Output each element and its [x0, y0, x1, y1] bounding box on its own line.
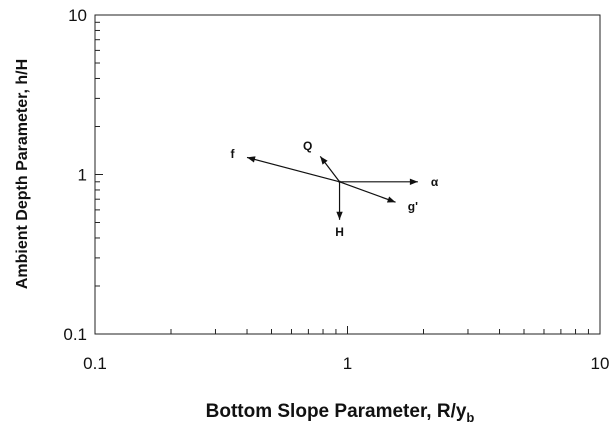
ticks — [95, 21, 589, 334]
plot-border — [94, 14, 601, 335]
vector-arrowhead — [320, 156, 328, 165]
vector-arrowhead — [409, 178, 418, 185]
x-axis-title-subscript: b — [466, 410, 474, 425]
y-tick-label: 10 — [68, 6, 87, 25]
vector-label: Q — [303, 139, 312, 153]
vector-f: f — [230, 147, 340, 183]
x-axis-title-text: Bottom Slope Parameter, R/y — [206, 401, 467, 422]
vector-line — [339, 181, 396, 203]
vector-: α — [339, 175, 439, 189]
vector-arrowhead — [336, 211, 343, 220]
vector-label: α — [431, 175, 439, 189]
vector-label: H — [335, 225, 344, 239]
vector-g: g' — [339, 181, 418, 214]
tick-labels: 0.1 1 10 0.1 1 10 — [63, 6, 609, 373]
vector-arrowhead — [247, 156, 256, 163]
vector-line — [246, 156, 340, 183]
vector-label: f — [230, 147, 235, 161]
plot-frame — [94, 14, 601, 335]
x-tick-label: 10 — [591, 354, 610, 373]
vector-label: g' — [408, 200, 418, 214]
vector-arrowhead — [386, 196, 396, 203]
y-axis-title: Ambient Depth Parameter, h/H — [14, 59, 31, 289]
y-tick-label: 0.1 — [63, 325, 87, 344]
x-axis-title: Bottom Slope Parameter, R/yb — [206, 401, 475, 425]
vector-h: H — [335, 181, 344, 239]
y-tick-label: 1 — [78, 166, 87, 185]
vectors: f Qα g' H — [230, 139, 438, 239]
x-tick-label: 0.1 — [83, 354, 107, 373]
x-tick-label: 1 — [343, 354, 352, 373]
vector-q: Q — [303, 139, 341, 183]
